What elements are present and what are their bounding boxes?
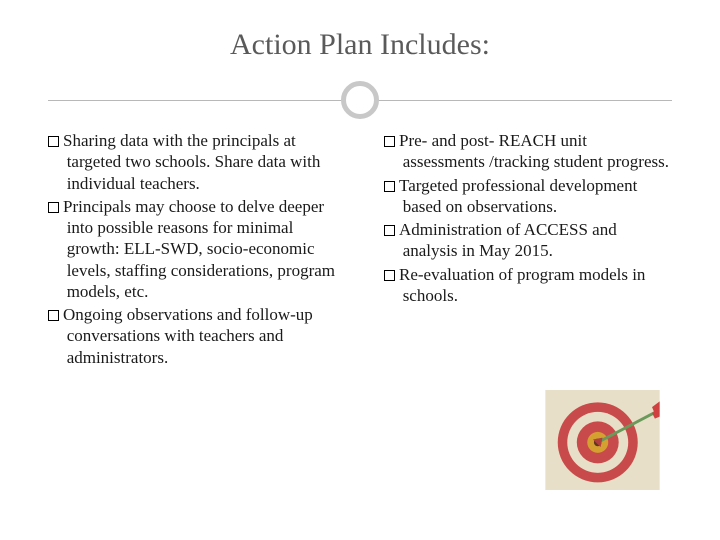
content-columns: Sharing data with the principals at targ… [48,130,672,370]
checkbox-icon [48,202,59,213]
checkbox-icon [384,136,395,147]
target-arrow-icon [545,390,660,490]
divider-ring-icon [341,81,379,119]
checkbox-icon [384,181,395,192]
bullet-text: Ongoing observations and follow-up conve… [63,305,313,367]
checkbox-icon [384,225,395,236]
right-column: Pre- and post- REACH unit assessments /t… [384,130,672,370]
left-column: Sharing data with the principals at targ… [48,130,336,370]
list-item: Re-evaluation of program models in schoo… [384,264,672,307]
bullet-text: Administration of ACCESS and analysis in… [399,220,617,260]
slide-title: Action Plan Includes: [48,28,672,62]
bullet-text: Re-evaluation of program models in schoo… [399,265,645,305]
list-item: Targeted professional development based … [384,175,672,218]
list-item: Ongoing observations and follow-up conve… [48,304,336,368]
bullet-text: Pre- and post- REACH unit assessments /t… [399,131,669,171]
bullet-text: Sharing data with the principals at targ… [63,131,320,193]
divider [48,80,672,120]
checkbox-icon [384,270,395,281]
list-item: Pre- and post- REACH unit assessments /t… [384,130,672,173]
list-item: Administration of ACCESS and analysis in… [384,219,672,262]
checkbox-icon [48,310,59,321]
slide: Action Plan Includes: Sharing data with … [0,0,720,540]
bullet-text: Principals may choose to delve deeper in… [63,197,335,301]
list-item: Sharing data with the principals at targ… [48,130,336,194]
bullet-text: Targeted professional development based … [399,176,637,216]
checkbox-icon [48,136,59,147]
list-item: Principals may choose to delve deeper in… [48,196,336,302]
